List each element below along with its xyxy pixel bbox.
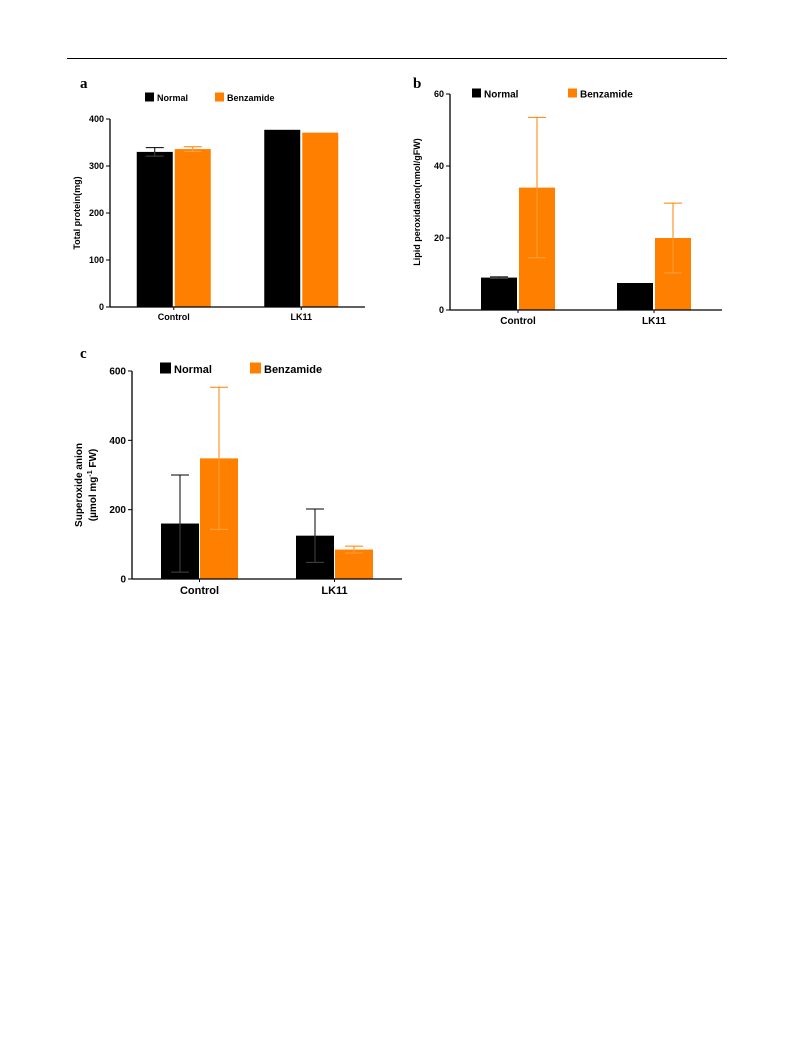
x-tick-label-lk11: LK11 [321,585,347,597]
bar-lk11-benzamide [302,132,339,307]
legend-swatch-normal [145,92,154,102]
bar-control-benzamide [174,149,211,307]
chart-a: Normal Benzamide Control LK11 0 100 200 300 400 T… [72,92,365,322]
legend-label-benzamide: Benzamide [580,90,633,101]
bar-lk11-normal [617,283,653,310]
x-tick-label-control: Control [500,316,536,327]
y-tick-label: 600 [109,367,126,378]
header-rule [67,58,727,59]
y-tick-label: 300 [89,161,104,171]
chart-b: Normal Benzamide Control LK11 0 20 40 60 Lipid p… [412,88,722,327]
y-tick-label: 400 [89,114,104,124]
legend-swatch-benzamide [215,92,224,102]
bar-control-normal [136,151,173,307]
y-tick-label: 60 [434,89,444,99]
y-tick-label: 200 [109,505,126,516]
y-axis-label-line1: Superoxide anion [74,443,85,527]
x-tick-label-control: Control [180,585,219,597]
y-tick-label: 100 [89,255,104,265]
y-axis-label-line2: (µmol mg-1 FW) [87,449,99,522]
legend-label-normal: Normal [174,364,212,376]
legend-swatch-benzamide [568,88,577,98]
y-tick-label: 400 [109,436,126,447]
y-axis-label: Total protein(mg) [72,176,82,249]
y-axis-label: Lipid peroxidation(nmol/gFW) [412,138,422,265]
y-tick-label: 0 [99,302,104,312]
x-tick-label-lk11: LK11 [642,316,666,327]
panel-letter-b: b [413,76,422,92]
legend-swatch-benzamide [250,362,261,374]
y-tick-label: 20 [434,233,444,243]
panel-letter-a: a [80,76,88,92]
bar-lk11-normal [264,129,301,307]
legend-label-normal: Normal [484,90,519,101]
y-tick-label: 0 [439,305,444,315]
x-tick-label-control: Control [158,312,190,322]
legend-label-benzamide: Benzamide [264,364,322,376]
y-tick-label: 200 [89,208,104,218]
legend-swatch-normal [160,362,171,374]
panel-letter-c: c [80,346,87,362]
legend-swatch-normal [472,88,481,98]
x-tick-label-lk11: LK11 [290,312,312,322]
y-tick-label: 0 [120,575,126,586]
y-tick-label: 40 [434,161,444,171]
bar-lk11-benzamide [335,549,373,579]
legend-label-benzamide: Benzamide [227,93,275,103]
chart-c: Normal Benzamide Control LK11 0 200 400 600 Supe… [74,362,402,597]
legend-label-normal: Normal [157,93,188,103]
bar-control-normal [481,277,517,310]
